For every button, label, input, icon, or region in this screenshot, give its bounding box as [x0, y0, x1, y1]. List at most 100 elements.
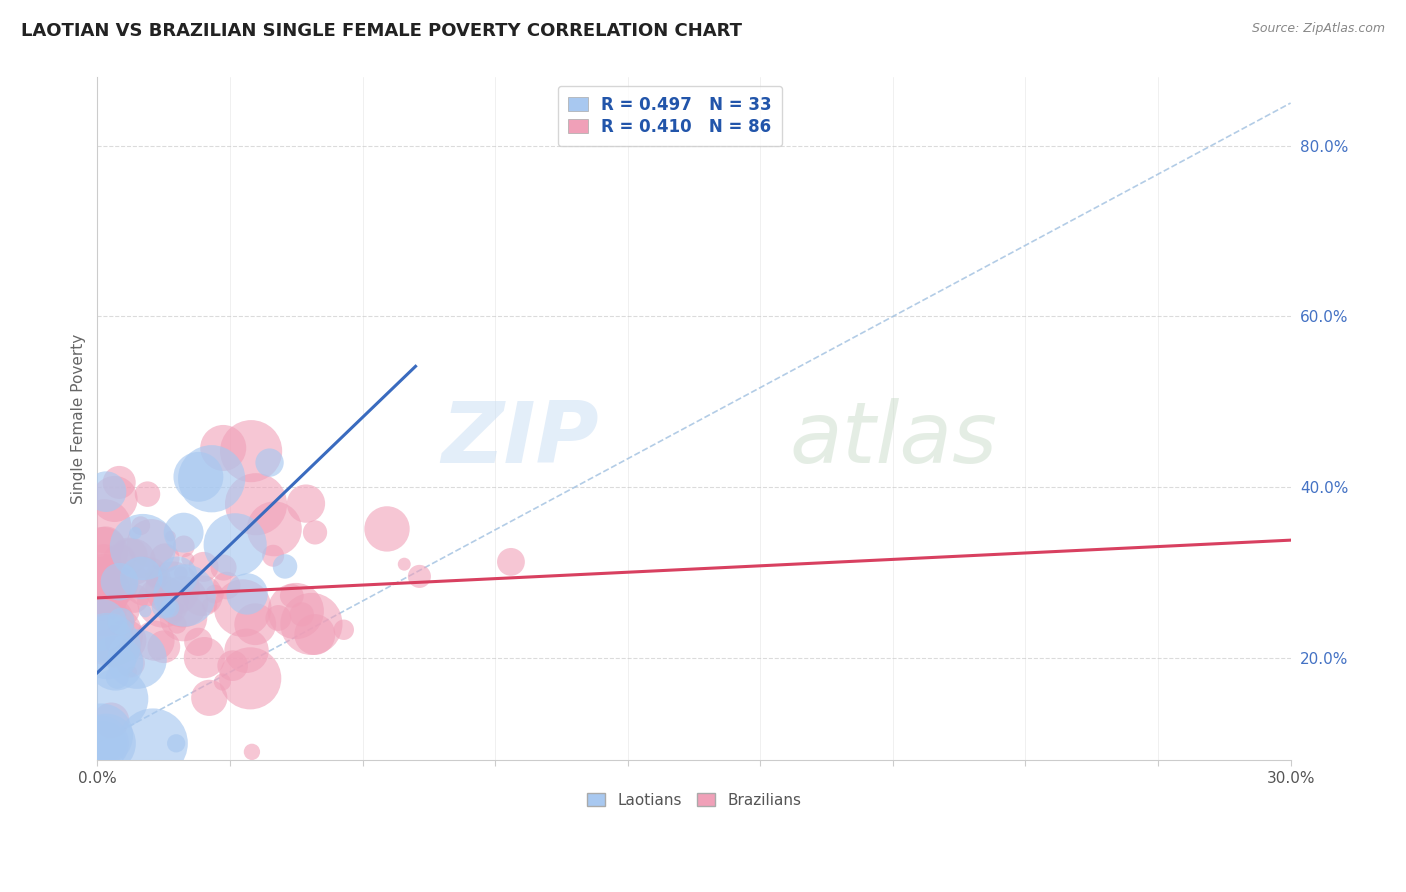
Point	[114, 633, 136, 648]
Point	[240, 444, 263, 458]
Point	[91, 583, 114, 598]
Point	[232, 601, 254, 615]
Point	[198, 690, 221, 705]
Point	[118, 549, 141, 563]
Point	[111, 638, 134, 652]
Point	[170, 566, 193, 581]
Point	[152, 595, 174, 609]
Point	[94, 615, 117, 630]
Point	[91, 545, 114, 559]
Point	[204, 587, 226, 601]
Point	[211, 675, 233, 690]
Point	[284, 604, 307, 618]
Point	[146, 571, 169, 585]
Point	[100, 714, 122, 728]
Point	[94, 538, 117, 552]
Point	[235, 644, 257, 658]
Point	[262, 549, 284, 563]
Point	[245, 617, 267, 632]
Point	[193, 559, 215, 574]
Point	[124, 526, 146, 541]
Point	[187, 635, 209, 649]
Point	[291, 607, 314, 622]
Point	[90, 618, 112, 632]
Point	[121, 643, 143, 657]
Point	[135, 574, 157, 589]
Point	[103, 491, 125, 506]
Y-axis label: Single Female Poverty: Single Female Poverty	[72, 334, 86, 504]
Point	[121, 665, 143, 679]
Point	[499, 555, 522, 569]
Point	[166, 569, 188, 583]
Point	[93, 579, 115, 593]
Point	[259, 456, 281, 470]
Point	[97, 632, 120, 647]
Point	[96, 736, 118, 750]
Point	[107, 691, 129, 706]
Point	[169, 601, 191, 615]
Point	[143, 633, 166, 648]
Point	[93, 603, 115, 617]
Point	[90, 576, 112, 591]
Point	[129, 518, 152, 533]
Point	[274, 559, 297, 574]
Point	[301, 616, 323, 631]
Point	[295, 497, 318, 511]
Point	[141, 536, 163, 550]
Point	[166, 617, 188, 632]
Point	[173, 589, 195, 603]
Point	[107, 578, 129, 592]
Point	[198, 598, 221, 612]
Point	[240, 745, 263, 759]
Point	[153, 640, 176, 654]
Point	[304, 525, 326, 540]
Point	[96, 639, 118, 653]
Point	[172, 595, 194, 609]
Point	[90, 728, 112, 742]
Point	[221, 658, 243, 673]
Point	[162, 582, 184, 596]
Point	[121, 555, 143, 569]
Text: atlas: atlas	[789, 398, 997, 481]
Point	[136, 487, 159, 501]
Point	[215, 578, 238, 592]
Point	[125, 652, 148, 666]
Point	[239, 671, 262, 685]
Point	[103, 656, 125, 670]
Legend: Laotians, Brazilians: Laotians, Brazilians	[581, 787, 807, 814]
Point	[131, 566, 153, 580]
Point	[93, 566, 115, 581]
Point	[193, 650, 215, 665]
Point	[152, 599, 174, 614]
Point	[104, 656, 127, 670]
Point	[100, 629, 122, 643]
Point	[173, 525, 195, 540]
Point	[90, 587, 112, 601]
Point	[245, 497, 267, 511]
Point	[108, 553, 131, 567]
Point	[94, 484, 117, 499]
Point	[90, 736, 112, 750]
Point	[236, 587, 259, 601]
Point	[112, 604, 135, 618]
Point	[304, 627, 326, 641]
Point	[108, 574, 131, 589]
Point	[94, 639, 117, 653]
Point	[90, 736, 112, 750]
Point	[111, 655, 134, 669]
Point	[110, 615, 132, 629]
Point	[93, 736, 115, 750]
Point	[90, 604, 112, 618]
Text: Source: ZipAtlas.com: Source: ZipAtlas.com	[1251, 22, 1385, 36]
Point	[224, 538, 246, 552]
Point	[129, 571, 152, 585]
Point	[93, 555, 115, 569]
Text: LAOTIAN VS BRAZILIAN SINGLE FEMALE POVERTY CORRELATION CHART: LAOTIAN VS BRAZILIAN SINGLE FEMALE POVER…	[21, 22, 742, 40]
Point	[142, 736, 165, 750]
Point	[134, 604, 156, 618]
Point	[267, 611, 290, 625]
Point	[132, 540, 155, 554]
Point	[173, 540, 195, 554]
Point	[177, 552, 200, 566]
Point	[165, 736, 187, 750]
